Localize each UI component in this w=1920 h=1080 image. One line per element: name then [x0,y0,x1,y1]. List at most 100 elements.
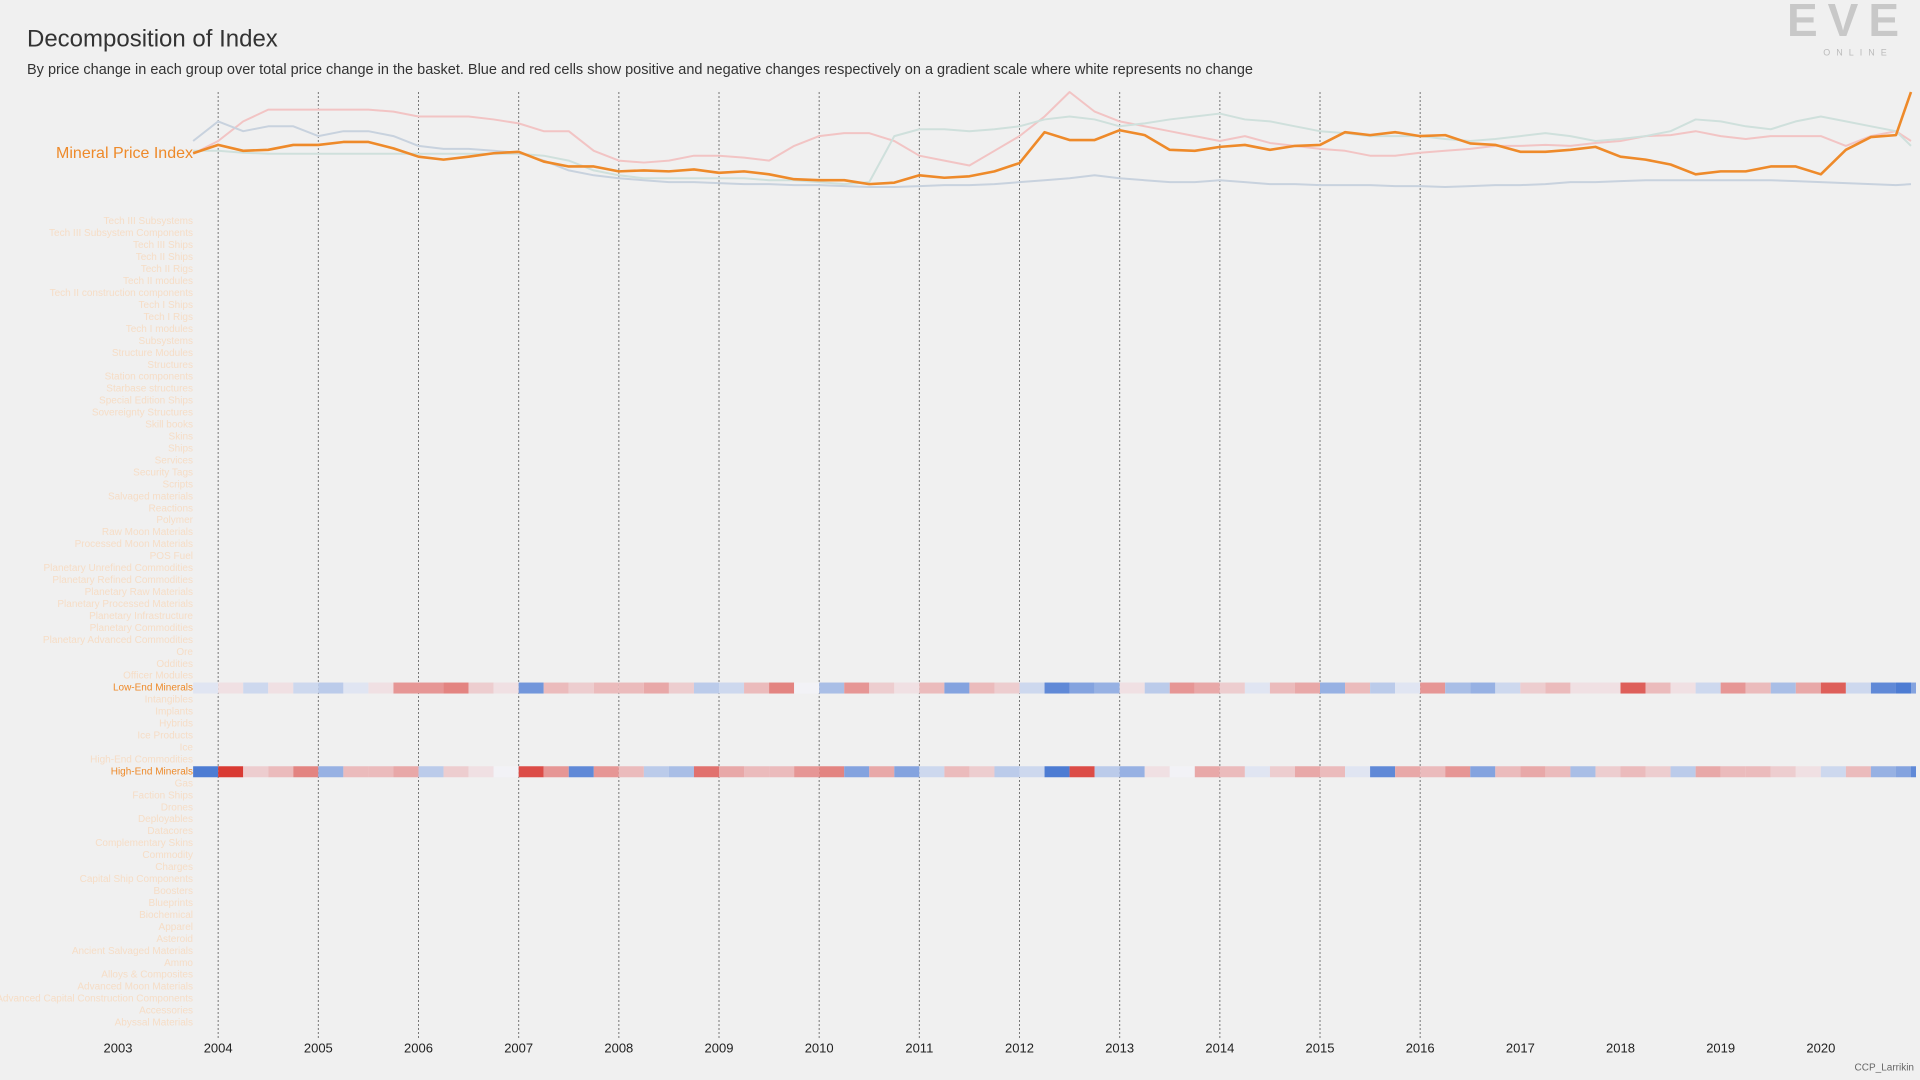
heat-cell [643,682,669,694]
heat-cell [393,766,419,778]
heat-cell [1520,682,1546,694]
row-label: Tech II Rigs [141,264,193,275]
heat-cell [243,682,269,694]
row-label: Tech I Ships [139,300,193,311]
credit: CCP_Larrikin [1855,1063,1914,1074]
heat-cell [693,766,720,778]
heat-cell [744,766,770,778]
row-label: Ore [176,647,193,658]
heat-cell [769,766,795,778]
heat-cell [1320,682,1346,694]
row-label: POS Fuel [150,551,193,562]
heat-cell [468,766,494,778]
row-label: Planetary Processed Materials [57,599,193,610]
heat-cell [744,682,770,694]
heat-cell [443,682,469,694]
row-label: Ships [168,443,193,454]
heat-cell [1695,682,1721,694]
heat-cell [1294,766,1321,778]
row-label: Structure Modules [112,348,193,359]
heat-cell [1019,766,1045,778]
heat-cell [1194,766,1220,778]
row-label: Oddities [156,659,193,670]
heat-cell [1720,682,1746,694]
heat-cell [719,766,745,778]
heat-cell [243,766,269,778]
row-label: Datacores [147,826,193,837]
row-label: Ice [180,742,194,753]
logo: EVE [1787,0,1909,46]
heat-cell [1620,766,1646,778]
x-tick-label: 2013 [1105,1040,1134,1055]
heat-cell [1395,766,1421,778]
heat-cell [1244,682,1270,694]
x-tick-label: 2010 [805,1040,834,1055]
heat-cell [318,682,344,694]
heat-cell [368,766,394,778]
x-tick-label: 2012 [1005,1040,1034,1055]
heat-cell [1845,766,1871,778]
heat-cell [1269,766,1295,778]
heat-cell [1645,766,1671,778]
heat-cell [944,682,970,694]
heat-cell [443,766,469,778]
heat-cell [1695,766,1721,778]
row-label: Tech I Rigs [144,312,193,323]
heat-cell [1570,766,1596,778]
heat-cell [794,766,820,778]
row-label: Reactions [149,503,193,514]
heat-cell [1219,682,1245,694]
heat-cell [1345,766,1371,778]
heat-cell [1169,766,1195,778]
x-tick-label: 2009 [705,1040,734,1055]
row-label: Alloys & Composites [101,970,193,981]
heat-cell [543,682,569,694]
heat-cell [668,766,694,778]
chart-title: Decomposition of Index [27,25,278,52]
heat-cell [1169,682,1195,694]
heat-cell [1019,682,1045,694]
heat-cell [994,766,1020,778]
heat-cell [919,682,945,694]
heat-cell [1770,682,1796,694]
heat-cell [1495,766,1521,778]
row-label: Low-End Minerals [113,683,193,694]
heat-cell [518,766,544,778]
heat-cell [318,766,344,778]
row-label: Security Tags [133,467,193,478]
row-label: Skill books [145,420,193,431]
heat-cell [1670,682,1696,694]
heat-cell [518,682,544,694]
heat-cell [819,766,845,778]
x-tick-label: 2006 [404,1040,433,1055]
heat-cell [218,766,244,778]
row-label: Asteroid [156,934,193,945]
row-label: Planetary Commodities [90,623,193,634]
heat-cell [343,682,369,694]
heat-cell [1670,766,1696,778]
heat-cell [1069,766,1095,778]
heat-cell [1219,766,1245,778]
row-label: Tech III Ships [133,240,193,251]
heat-cell [618,766,644,778]
heat-cell [1870,766,1896,778]
x-tick-label: 2019 [1706,1040,1735,1055]
row-label: Ammo [164,958,193,969]
heat-cell [1044,682,1070,694]
heat-cell [1495,682,1521,694]
heat-cell [1445,766,1471,778]
x-tick-label: 2005 [304,1040,333,1055]
heat-cell [1144,766,1170,778]
heat-cell [1845,682,1871,694]
heat-cell [643,766,669,778]
heat-cell [1620,682,1646,694]
heat-cell [293,682,319,694]
heat-cell [994,682,1020,694]
row-label: Station components [105,372,193,383]
row-label: Salvaged materials [108,491,193,502]
heat-cell [1595,682,1621,694]
heat-cell [468,682,494,694]
heat-cell [668,682,694,694]
x-tick-label: 2016 [1406,1040,1435,1055]
row-label: Complementary Skins [95,838,193,849]
